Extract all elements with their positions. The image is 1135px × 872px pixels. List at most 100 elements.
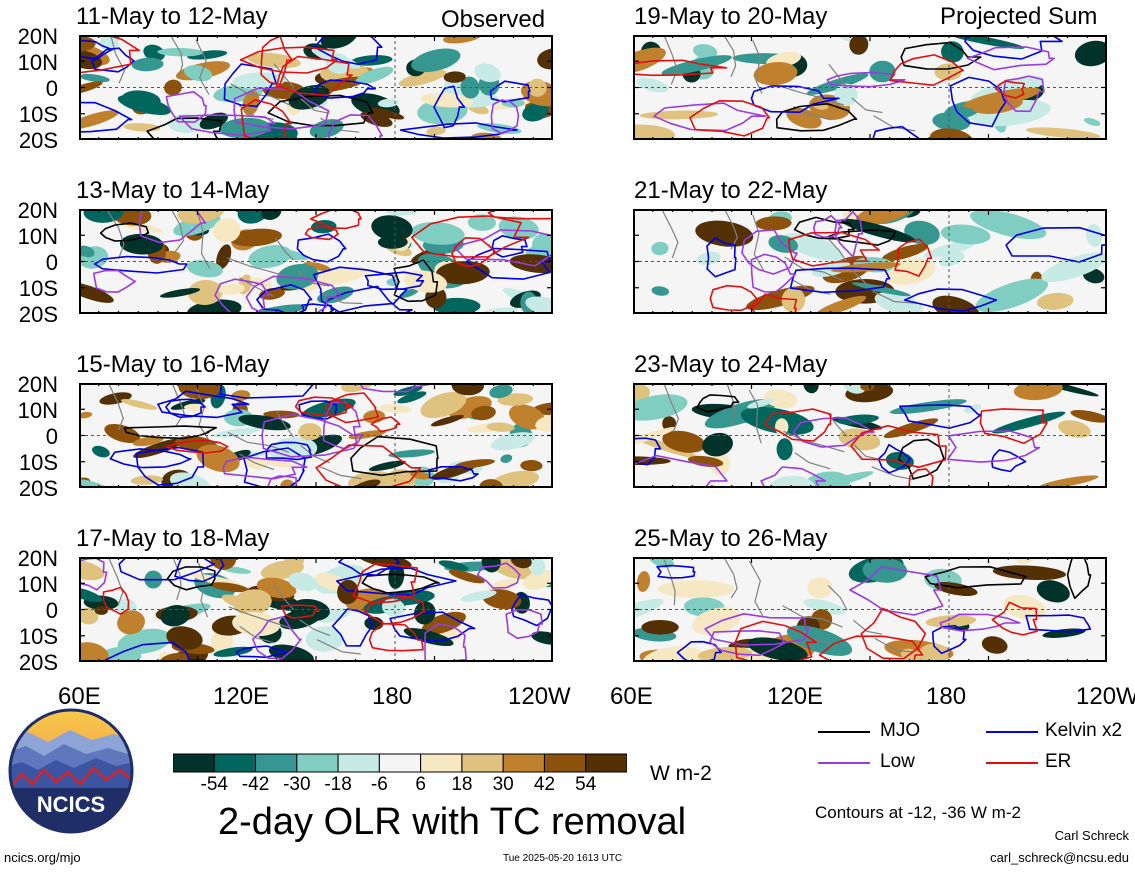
colorbar-tick-label: 54	[575, 774, 597, 795]
olr-negative-anomaly	[186, 260, 223, 278]
olr-positive-anomaly	[409, 470, 431, 480]
kelvin-contour	[223, 63, 277, 108]
colorbar-units: W m-2	[650, 762, 712, 785]
olr-negative-anomaly	[529, 557, 546, 576]
map-frame	[79, 557, 553, 662]
olr-negative-anomaly	[143, 44, 166, 61]
map-frame	[79, 209, 553, 314]
legend-label-low: Low	[880, 751, 915, 772]
legend-swatch-er	[986, 762, 1038, 764]
olr-positive-anomaly	[838, 428, 881, 451]
coastline-segment	[724, 210, 739, 250]
kelvin-contour	[331, 608, 374, 647]
coastline-segment	[871, 466, 914, 481]
map-frame	[633, 383, 1107, 488]
er-contour	[860, 607, 927, 660]
olr-positive-anomaly	[636, 571, 651, 592]
kelvin-contour	[296, 233, 347, 263]
kelvin-contour	[91, 47, 135, 73]
olr-negative-anomaly	[633, 394, 688, 421]
olr-positive-anomaly	[448, 569, 485, 584]
olr-positive-anomaly	[855, 209, 914, 226]
olr-positive-anomaly	[348, 430, 387, 440]
coastline-segment	[663, 384, 680, 432]
olr-negative-anomaly	[869, 60, 896, 83]
kelvin-contour	[399, 122, 518, 139]
olr-negative-anomaly	[834, 83, 858, 107]
olr-positive-anomaly	[881, 243, 929, 262]
legend-swatch-mjo	[818, 731, 870, 733]
low-contour	[505, 609, 543, 639]
olr-positive-anomaly	[918, 643, 950, 662]
kelvin-contour	[174, 557, 225, 583]
low-contour	[214, 278, 270, 314]
er-contour	[750, 293, 798, 314]
low-contour	[178, 114, 277, 137]
er-contour	[239, 46, 339, 74]
olr-negative-anomaly	[661, 55, 732, 76]
coastline-segment	[110, 35, 126, 84]
olr-positive-anomaly	[695, 220, 754, 247]
observed-label: Observed	[441, 6, 546, 33]
olr-positive-anomaly	[1036, 292, 1074, 310]
olr-positive-anomaly	[642, 646, 706, 662]
olr-positive-anomaly	[210, 582, 249, 593]
coastline-segment	[723, 557, 738, 599]
er-contour	[294, 396, 354, 417]
er-contour	[309, 209, 362, 230]
er-contour	[787, 231, 880, 267]
kelvin-contour	[298, 400, 338, 420]
coastline-segment	[752, 214, 765, 271]
kelvin-contour	[433, 85, 466, 129]
olr-positive-anomaly	[471, 405, 496, 421]
coastline-segment	[239, 625, 275, 644]
olr-positive-anomaly	[385, 469, 416, 488]
olr-positive-anomaly	[1070, 409, 1107, 423]
kelvin-contour	[949, 76, 1008, 128]
er-contour	[102, 586, 130, 615]
er-contour	[894, 238, 933, 277]
olr-negative-anomaly	[1083, 117, 1101, 126]
olr-positive-anomaly	[213, 218, 241, 243]
olr-negative-anomaly	[836, 414, 879, 425]
olr-negative-anomaly	[382, 598, 405, 617]
mjo-contour	[267, 94, 374, 127]
lat-tick-10s: 10S	[18, 102, 58, 127]
map-frame	[633, 35, 1107, 140]
kelvin-contour	[465, 247, 551, 280]
coastline-segment	[107, 557, 124, 607]
er-contour	[368, 622, 424, 652]
kelvin-contour	[877, 443, 911, 474]
olr-negative-anomaly	[399, 288, 419, 298]
coastline-segment	[228, 606, 291, 629]
olr-positive-anomaly	[443, 71, 466, 83]
olr-positive-anomaly	[932, 295, 980, 314]
olr-negative-anomaly	[806, 73, 869, 95]
olr-negative-anomaly	[186, 299, 242, 314]
low-contour	[966, 46, 1055, 71]
low-contour	[1003, 75, 1045, 113]
coastline-segment	[169, 35, 184, 79]
colorbar-swatch	[420, 753, 463, 773]
er-contour	[324, 392, 380, 424]
low-contour	[741, 229, 798, 275]
olr-positive-anomaly	[94, 605, 108, 615]
coastline-segment	[827, 585, 848, 611]
legend-label-er: ER	[1045, 751, 1072, 772]
colorbar-tick-label: 6	[415, 774, 426, 795]
colorbar-tick-label: -30	[283, 774, 311, 795]
olr-positive-anomaly	[491, 470, 539, 488]
olr-negative-anomaly	[803, 598, 846, 615]
coastline-segment	[782, 605, 843, 628]
olr-positive-anomaly	[763, 389, 798, 409]
olr-negative-anomaly	[843, 383, 867, 394]
colorbar-tick-label: -42	[241, 774, 270, 795]
coastline-segment	[748, 560, 764, 617]
map-panel-proj-4	[633, 557, 1107, 662]
low-contour	[653, 102, 767, 132]
coastline-segment	[297, 271, 330, 287]
olr-positive-anomaly	[379, 404, 412, 413]
olr-positive-anomaly	[421, 611, 466, 635]
mjo-contour	[99, 222, 150, 242]
olr-negative-anomaly	[117, 94, 171, 115]
